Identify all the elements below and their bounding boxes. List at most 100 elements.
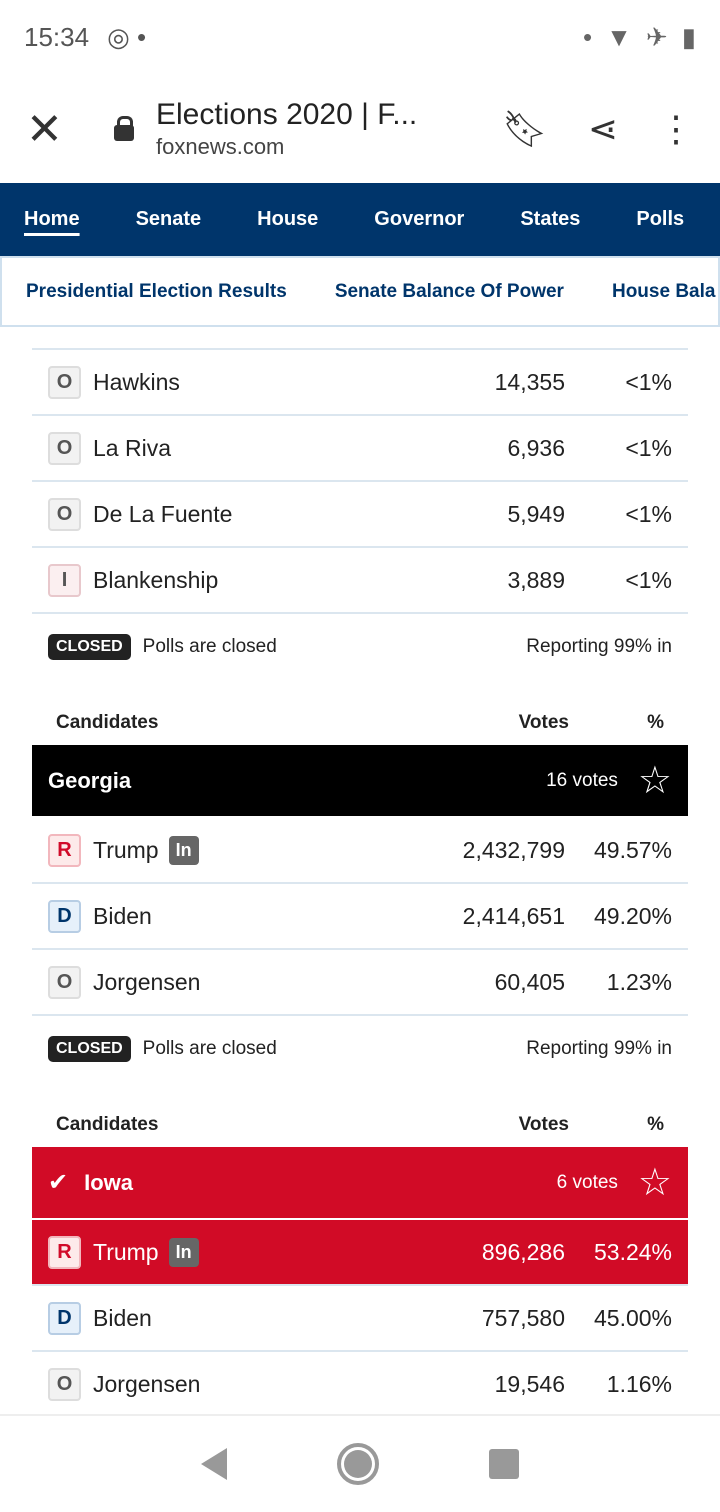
- table-row: I Blankenship 3,889 <1%: [32, 548, 688, 614]
- nav-senate[interactable]: Senate: [135, 208, 202, 230]
- vote-count: 896,286: [481, 1238, 565, 1265]
- url-area[interactable]: Elections 2020 | F... foxnews.com: [156, 98, 462, 160]
- party-badge: I: [48, 563, 81, 597]
- subnav-house-balance[interactable]: House Bala: [611, 280, 716, 302]
- sub-nav: Presidential Election Results Senate Bal…: [0, 256, 720, 327]
- vote-count: 6,936: [507, 434, 565, 461]
- star-icon[interactable]: ☆: [637, 760, 672, 802]
- status-bar: 15:34 ◎ • • ▼ ✈ ▮: [0, 0, 720, 75]
- subnav-senate-balance[interactable]: Senate Balance Of Power: [334, 280, 564, 302]
- incumbent-badge: In: [168, 835, 199, 865]
- candidate-name: Biden: [93, 1304, 152, 1331]
- candidate-name: Biden: [93, 902, 152, 929]
- android-nav-bar: [0, 1414, 720, 1512]
- party-badge: R: [48, 833, 81, 867]
- vote-pct: <1%: [625, 434, 672, 461]
- table-row: O Jorgensen 60,405 1.23%: [32, 950, 688, 1016]
- candidate-name: Blankenship: [93, 566, 219, 593]
- nav-polls[interactable]: Polls: [636, 208, 685, 230]
- vote-pct: <1%: [625, 500, 672, 527]
- table-row: D Biden 2,414,651 49.20%: [32, 884, 688, 950]
- vote-count: 3,889: [507, 566, 565, 593]
- results-list: O Hawkins 14,355 <1% O La Riva 6,936 <1% O De L…: [32, 327, 688, 1414]
- poll-status: CLOSED Polls are closed Reporting 99% in: [32, 614, 688, 680]
- vote-count: 5,949: [507, 500, 565, 527]
- check-icon: ✔: [48, 1169, 69, 1196]
- clock: 15:34: [24, 22, 90, 52]
- vote-count: 19,546: [494, 1370, 565, 1397]
- polls-text: Polls are closed: [142, 1038, 277, 1059]
- nav-home[interactable]: Home: [24, 208, 80, 230]
- vote-count: 2,414,651: [462, 902, 565, 929]
- state-header-georgia[interactable]: Georgia 16 votes ☆: [32, 745, 688, 818]
- close-tab-icon[interactable]: ✕: [26, 104, 63, 154]
- wifi-icon: ▼: [606, 22, 632, 52]
- table-row: O De La Fuente 5,949 <1%: [32, 482, 688, 548]
- vote-count: 2,432,799: [462, 836, 565, 863]
- table-row: O Hawkins 14,355 <1%: [32, 350, 688, 416]
- closed-badge: CLOSED: [48, 634, 131, 660]
- party-badge: D: [48, 1301, 81, 1335]
- candidate-name: Jorgensen: [93, 968, 201, 995]
- party-badge: O: [48, 431, 81, 465]
- table-row: [32, 327, 688, 350]
- browser-toolbar: ✕ Elections 2020 | F... foxnews.com 🔖︎ ⋖…: [0, 75, 720, 183]
- candidate-name: Trump: [93, 836, 159, 863]
- party-badge: O: [48, 965, 81, 999]
- vote-pct: 49.20%: [593, 902, 672, 929]
- page-domain: foxnews.com: [156, 134, 285, 159]
- party-badge: R: [48, 1235, 81, 1269]
- chrome-icon: ◎ •: [107, 22, 147, 52]
- vote-pct: 49.57%: [593, 836, 672, 863]
- vote-count: 60,405: [494, 968, 565, 995]
- table-row: R Trump In 2,432,799 49.57%: [32, 818, 688, 884]
- reporting-text: Reporting 99% in: [526, 636, 672, 657]
- vote-pct: 1.16%: [606, 1370, 672, 1397]
- party-badge: D: [48, 899, 81, 933]
- battery-icon: ▮: [681, 22, 696, 52]
- header-votes: Votes: [518, 711, 569, 733]
- nav-states[interactable]: States: [520, 208, 581, 230]
- vote-pct: 1.23%: [606, 968, 672, 995]
- closed-badge: CLOSED: [48, 1036, 131, 1062]
- subnav-presidential[interactable]: Presidential Election Results: [26, 280, 287, 302]
- vote-pct: <1%: [625, 566, 672, 593]
- polls-text: Polls are closed: [142, 636, 277, 657]
- back-icon[interactable]: [201, 1448, 227, 1480]
- home-icon[interactable]: [337, 1443, 379, 1485]
- vote-pct: <1%: [625, 368, 672, 395]
- party-badge: O: [48, 1367, 81, 1401]
- recents-icon[interactable]: [489, 1449, 519, 1479]
- party-badge: O: [48, 497, 81, 531]
- nav-house[interactable]: House: [257, 208, 319, 230]
- state-header-iowa[interactable]: ✔ Iowa 6 votes ☆: [32, 1147, 688, 1220]
- poll-status: CLOSED Polls are closed Reporting 99% in: [32, 1016, 688, 1082]
- column-headers: Candidates Votes%: [32, 700, 688, 745]
- nav-governor[interactable]: Governor: [374, 208, 465, 230]
- electoral-votes: 16 votes: [546, 769, 618, 791]
- table-row: R Trump In 896,286 53.24%: [32, 1220, 688, 1286]
- candidate-name: La Riva: [93, 434, 171, 461]
- star-icon[interactable]: ☆: [637, 1162, 672, 1204]
- share-icon[interactable]: ⋖: [587, 108, 618, 149]
- header-pct: %: [647, 711, 664, 733]
- state-name: Iowa: [84, 1169, 134, 1195]
- candidate-name: Hawkins: [93, 368, 180, 395]
- bookmark-icon[interactable]: 🔖︎: [502, 108, 548, 149]
- vote-pct: 53.24%: [593, 1238, 672, 1265]
- party-badge: O: [48, 365, 81, 399]
- vote-count: 14,355: [494, 368, 565, 395]
- incumbent-badge: In: [168, 1237, 199, 1267]
- more-menu-icon[interactable]: ⋮: [658, 108, 694, 149]
- header-votes: Votes: [518, 1113, 569, 1135]
- main-nav: Home Senate House Governor States Polls: [0, 183, 720, 256]
- table-row: O Jorgensen 19,546 1.16%: [32, 1352, 688, 1414]
- state-name: Georgia: [48, 767, 132, 793]
- candidate-name: Jorgensen: [93, 1370, 201, 1397]
- header-candidates: Candidates: [56, 1113, 159, 1135]
- candidate-name: De La Fuente: [93, 500, 233, 527]
- lock-icon[interactable]: [114, 116, 134, 141]
- table-row: O La Riva 6,936 <1%: [32, 416, 688, 482]
- electoral-votes: 6 votes: [556, 1171, 618, 1193]
- page-title: Elections 2020 | F...: [156, 98, 418, 131]
